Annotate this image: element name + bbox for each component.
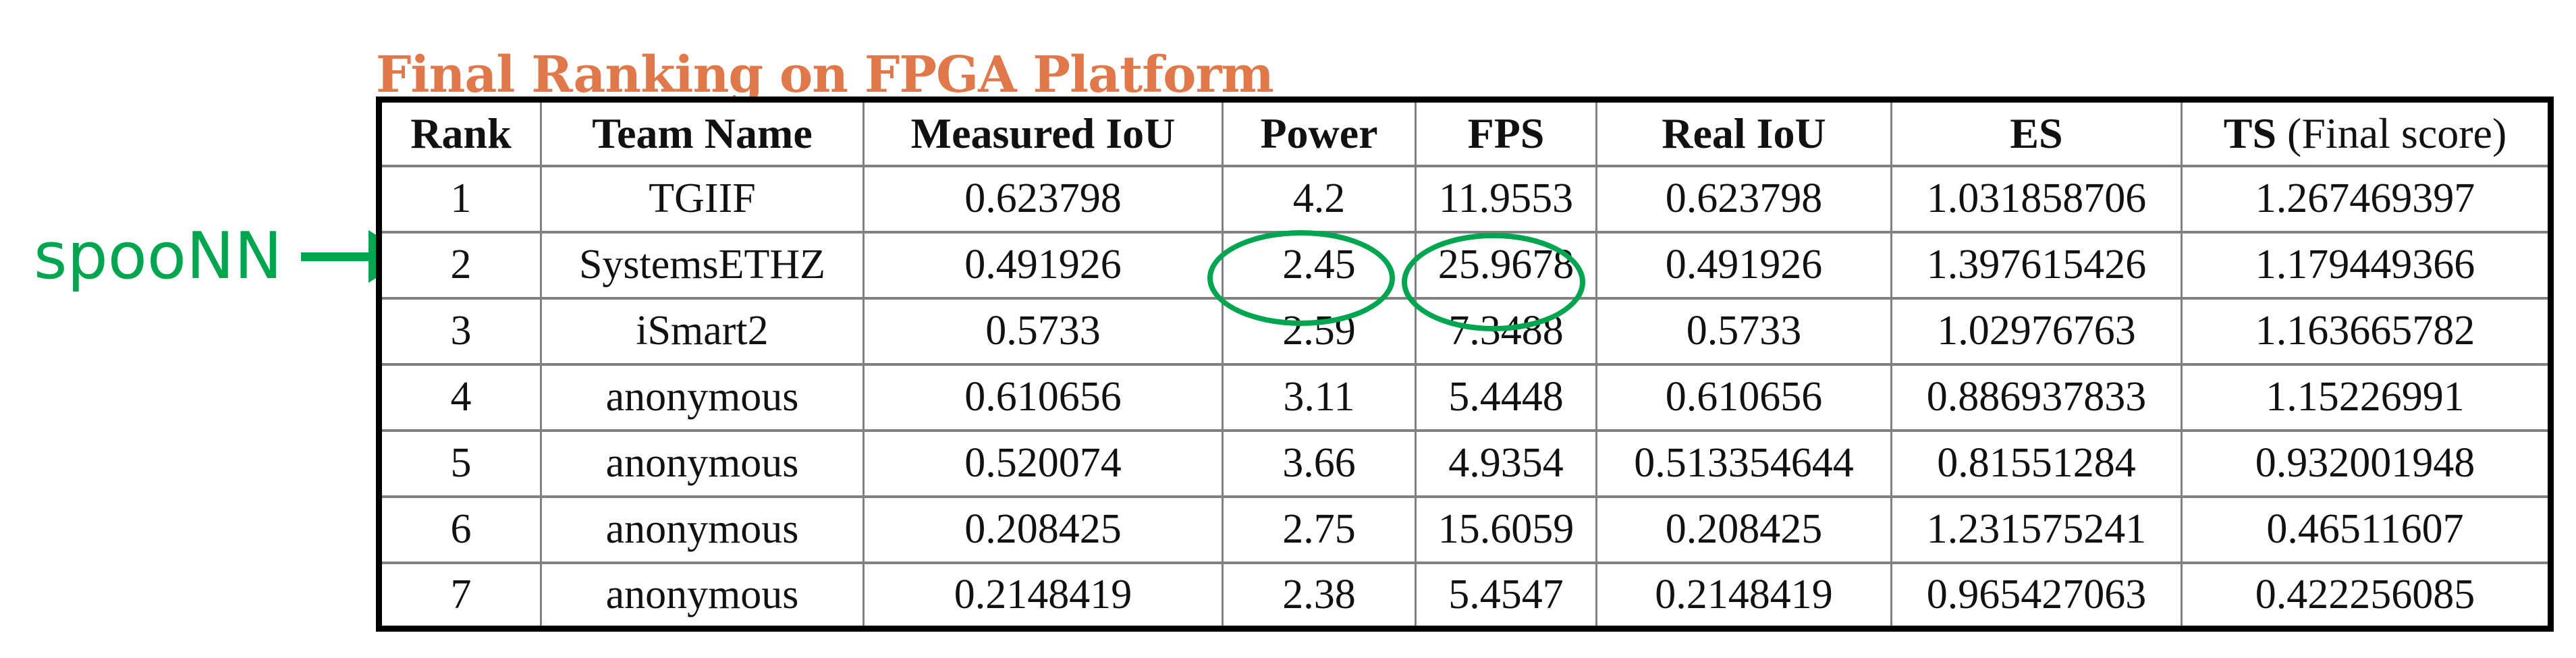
cell-ts: 1.163665782 (2181, 296, 2552, 365)
table-row: 7 anonymous 0.2148419 2.38 5.4547 0.2148… (378, 561, 2552, 630)
cell-real-iou: 0.491926 (1595, 230, 1892, 299)
header-row: Rank Team Name Measured IoU Power FPS Re… (378, 98, 2552, 167)
cell-rank: 5 (378, 429, 542, 497)
table-row: 3 iSmart2 0.5733 2.59 7.3488 0.5733 1.02… (378, 296, 2552, 365)
cell-es: 1.02976763 (1890, 296, 2183, 365)
cell-measured-iou: 0.5733 (862, 296, 1224, 365)
cell-team-name: anonymous (540, 362, 865, 431)
cell-real-iou: 0.208425 (1595, 495, 1892, 564)
cell-fps: 4.9354 (1415, 429, 1597, 497)
cell-team-name: anonymous (540, 561, 865, 630)
header-rank: Rank (378, 98, 542, 167)
cell-es: 0.886937833 (1890, 362, 2183, 431)
cell-fps: 5.4547 (1415, 561, 1597, 630)
header-ts-suffix: (Final score) (2276, 109, 2507, 157)
cell-rank: 4 (378, 362, 542, 431)
cell-team-name: anonymous (540, 429, 865, 497)
cell-power: 3.66 (1222, 429, 1417, 497)
table-row: 5 anonymous 0.520074 3.66 4.9354 0.51335… (378, 429, 2552, 497)
cell-power: 4.2 (1222, 164, 1417, 233)
cell-power: 2.38 (1222, 561, 1417, 630)
cell-power: 2.45 (1222, 230, 1417, 299)
header-measured-iou: Measured IoU (862, 98, 1224, 167)
cell-real-iou: 0.610656 (1595, 362, 1892, 431)
cell-measured-iou: 0.520074 (862, 429, 1224, 497)
table-body: 1 TGIIF 0.623798 4.2 11.9553 0.623798 1.… (378, 164, 2552, 630)
cell-real-iou: 0.513354644 (1595, 429, 1892, 497)
cell-measured-iou: 0.623798 (862, 164, 1224, 233)
cell-real-iou: 0.623798 (1595, 164, 1892, 233)
cell-fps: 15.6059 (1415, 495, 1597, 564)
table-row: 4 anonymous 0.610656 3.11 5.4448 0.61065… (378, 362, 2552, 431)
cell-measured-iou: 0.2148419 (862, 561, 1224, 630)
cell-es: 1.397615426 (1890, 230, 2183, 299)
ranking-table: Rank Team Name Measured IoU Power FPS Re… (376, 97, 2554, 632)
annotation-spoonn: spooNN (34, 223, 412, 290)
cell-ts: 1.267469397 (2181, 164, 2552, 233)
cell-team-name: TGIIF (540, 164, 865, 233)
table-row: 2 SystemsETHZ 0.491926 2.45 25.9678 0.49… (378, 230, 2552, 299)
cell-measured-iou: 0.208425 (862, 495, 1224, 564)
cell-ts: 1.179449366 (2181, 230, 2552, 299)
header-real-iou: Real IoU (1595, 98, 1892, 167)
header-team-name: Team Name (540, 98, 865, 167)
cell-es: 1.231575241 (1890, 495, 2183, 564)
header-ts-main: TS (2223, 109, 2277, 157)
cell-ts: 0.46511607 (2181, 495, 2552, 564)
cell-rank: 3 (378, 296, 542, 365)
cell-fps: 11.9553 (1415, 164, 1597, 233)
cell-fps: 25.9678 (1415, 230, 1597, 299)
cell-es: 0.965427063 (1890, 561, 2183, 630)
cell-measured-iou: 0.610656 (862, 362, 1224, 431)
cell-real-iou: 0.2148419 (1595, 561, 1892, 630)
cell-rank: 6 (378, 495, 542, 564)
cell-rank: 2 (378, 230, 542, 299)
cell-fps: 5.4448 (1415, 362, 1597, 431)
cell-team-name: SystemsETHZ (540, 230, 865, 299)
cell-team-name: iSmart2 (540, 296, 865, 365)
cell-measured-iou: 0.491926 (862, 230, 1224, 299)
table-row: 1 TGIIF 0.623798 4.2 11.9553 0.623798 1.… (378, 164, 2552, 233)
cell-team-name: anonymous (540, 495, 865, 564)
cell-ts: 0.932001948 (2181, 429, 2552, 497)
cell-power: 2.75 (1222, 495, 1417, 564)
header-power: Power (1222, 98, 1417, 167)
ranking-table-grid: Rank Team Name Measured IoU Power FPS Re… (376, 97, 2554, 632)
cell-power: 3.11 (1222, 362, 1417, 431)
cell-rank: 1 (378, 164, 542, 233)
header-fps: FPS (1415, 98, 1597, 167)
cell-real-iou: 0.5733 (1595, 296, 1892, 365)
page-title: Final Ranking on FPGA Platform (376, 45, 1274, 104)
cell-ts: 1.15226991 (2181, 362, 2552, 431)
cell-power: 2.59 (1222, 296, 1417, 365)
annotation-label: spooNN (34, 219, 283, 294)
table-row: 6 anonymous 0.208425 2.75 15.6059 0.2084… (378, 495, 2552, 564)
header-ts: TS (Final score) (2181, 98, 2552, 167)
cell-rank: 7 (378, 561, 542, 630)
cell-es: 0.81551284 (1890, 429, 2183, 497)
cell-ts: 0.422256085 (2181, 561, 2552, 630)
cell-es: 1.031858706 (1890, 164, 2183, 233)
cell-fps: 7.3488 (1415, 296, 1597, 365)
header-es: ES (1890, 98, 2183, 167)
